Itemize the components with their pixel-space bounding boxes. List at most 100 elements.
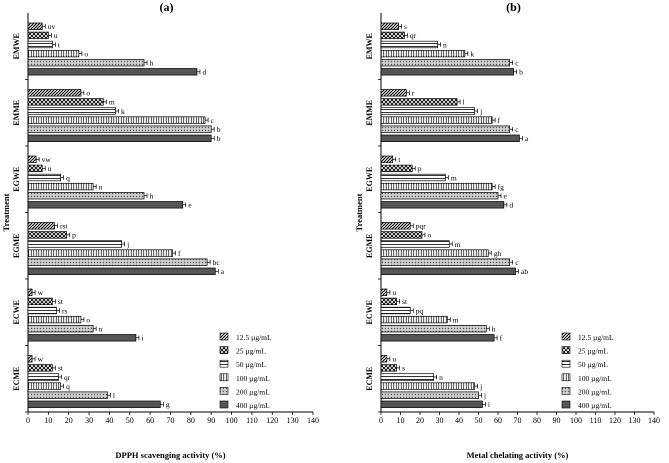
data-label: l <box>113 391 115 400</box>
legend-label: 100 µg/mL <box>236 374 270 383</box>
category-label: EMWE <box>12 33 21 59</box>
data-label: n <box>439 373 443 382</box>
legend-swatch <box>561 346 571 354</box>
x-tick-label: 100 <box>226 416 238 425</box>
legend-swatch <box>219 332 229 341</box>
bar <box>380 134 520 142</box>
bar <box>27 134 212 142</box>
x-tick-label: 60 <box>146 416 154 425</box>
data-label: n <box>443 40 447 49</box>
bar <box>380 334 495 342</box>
bar <box>27 192 145 200</box>
bar <box>380 222 411 230</box>
bar <box>27 231 68 239</box>
x-tick-label: 140 <box>307 416 319 425</box>
legend-swatch <box>561 359 571 368</box>
data-label: w <box>38 355 44 364</box>
bar <box>27 306 57 315</box>
bar <box>380 98 458 106</box>
bar <box>27 315 82 324</box>
legend-swatch <box>561 332 571 341</box>
x-tick-label: 20 <box>416 416 424 425</box>
bar <box>27 98 104 106</box>
data-label: u <box>392 355 396 364</box>
data-label: h <box>150 59 154 68</box>
x-tick-label: 110 <box>590 416 602 425</box>
data-label: w <box>38 288 44 297</box>
data-label: q <box>66 173 70 182</box>
x-axis-title: DPPH scavenging activity (%) <box>115 450 225 460</box>
bar <box>380 240 450 248</box>
panel-label: (a) <box>160 0 174 14</box>
bar <box>380 315 448 324</box>
data-label: uv <box>48 22 56 31</box>
legend-label: 200 µg/mL <box>578 387 612 396</box>
data-label: o <box>427 231 431 240</box>
bar <box>380 306 411 315</box>
chart-panel-2: (b) 0 10 20 30 40 50 60 70 80 90 100 110 120 130 140 Met… <box>354 0 660 460</box>
data-label: bc <box>213 258 221 267</box>
bar <box>27 267 216 275</box>
bar <box>380 373 435 381</box>
legend-swatch <box>561 387 571 395</box>
bar <box>27 40 53 49</box>
bar <box>380 249 489 257</box>
bar <box>380 59 511 67</box>
data-label: m <box>453 315 459 324</box>
legend-swatch <box>219 387 229 395</box>
data-label: a <box>525 134 529 143</box>
category-label: ECME <box>365 367 374 391</box>
category-label: EGME <box>12 234 21 258</box>
bar <box>380 267 516 275</box>
x-tick-label: 90 <box>207 416 215 425</box>
x-tick-label: 0 <box>26 416 30 425</box>
bar <box>27 155 37 163</box>
bar <box>27 382 61 390</box>
x-tick-label: 50 <box>126 416 134 425</box>
data-label: b <box>217 125 221 134</box>
data-label: f <box>178 249 181 258</box>
data-label: c <box>515 125 519 134</box>
data-label: f <box>498 116 501 125</box>
bar <box>380 258 511 266</box>
data-label: c <box>515 59 519 68</box>
data-label: st <box>402 297 408 306</box>
legend-swatch <box>561 373 571 382</box>
bar <box>27 59 145 67</box>
bar <box>380 40 438 49</box>
data-label: st <box>58 364 64 373</box>
bar <box>380 155 394 163</box>
x-tick-label: 90 <box>553 416 561 425</box>
data-label: j <box>126 240 129 249</box>
bar <box>27 164 43 173</box>
legend-swatch <box>219 400 229 409</box>
data-label: e <box>504 192 508 201</box>
data-label: h <box>150 192 154 201</box>
bar <box>27 334 137 342</box>
category-label: ECME <box>12 367 21 391</box>
bar <box>380 31 405 40</box>
data-label: n <box>99 325 103 334</box>
data-label: m <box>455 240 461 249</box>
bar <box>27 182 94 191</box>
legend-label: 25 µg/mL <box>236 347 266 356</box>
data-label: j <box>479 107 482 116</box>
data-label: f <box>500 334 503 343</box>
x-tick-label: 40 <box>105 416 113 425</box>
data-label: m <box>451 173 457 182</box>
legend-label: 12.5 µg/mL <box>578 333 614 342</box>
bar <box>27 222 55 230</box>
bar <box>380 164 413 173</box>
x-tick-label: 110 <box>246 416 258 425</box>
bar <box>380 89 407 97</box>
bar <box>27 364 53 372</box>
bar <box>27 68 198 76</box>
bar <box>27 325 94 333</box>
bar <box>380 382 475 390</box>
legend-label: 400 µg/mL <box>236 401 270 410</box>
bar <box>27 107 116 115</box>
data-label: l <box>463 98 465 107</box>
data-label: p <box>418 164 422 173</box>
data-label: c <box>211 116 215 125</box>
x-tick-label: 130 <box>287 416 299 425</box>
